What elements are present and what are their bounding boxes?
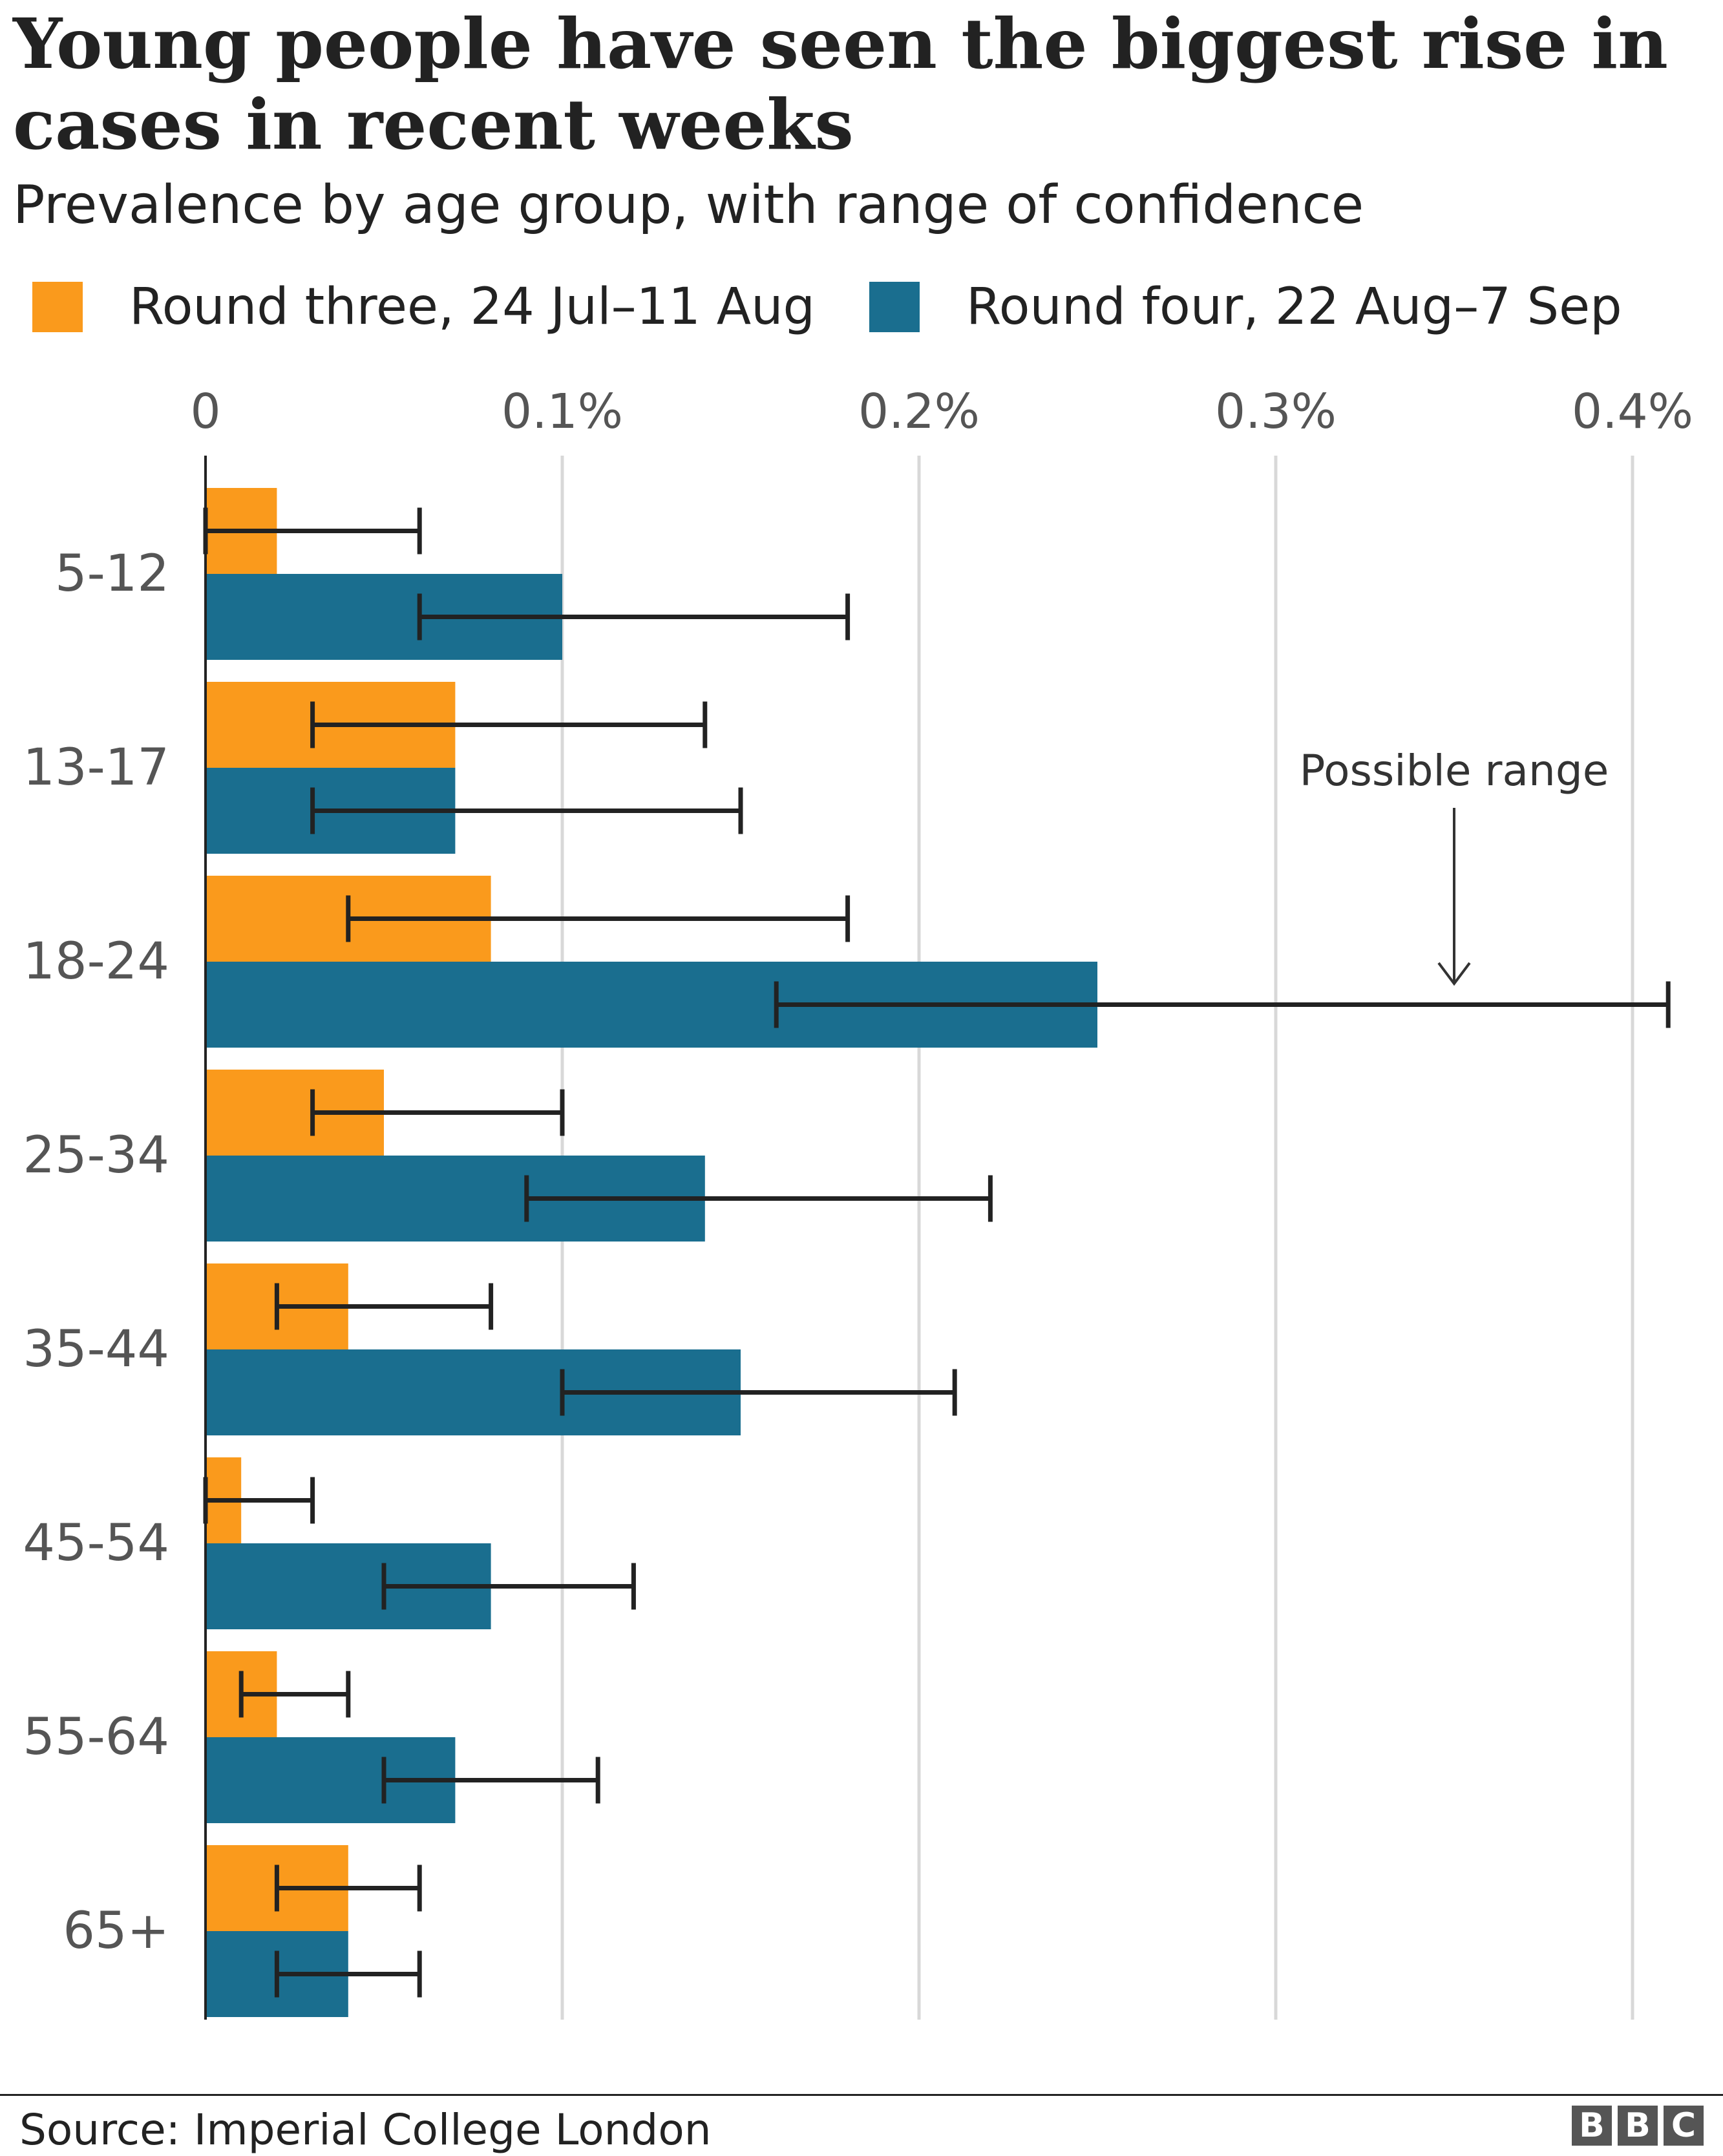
y-category-label: 18-24 bbox=[23, 933, 169, 991]
x-tick-label: 0.1% bbox=[502, 384, 623, 439]
legend-label-round-three: Round three, 24 Jul–11 Aug bbox=[129, 278, 816, 336]
footer-divider bbox=[0, 2094, 1723, 2096]
bbc-logo-block: B bbox=[1618, 2106, 1658, 2146]
y-category-label: 25-34 bbox=[23, 1126, 169, 1185]
bbc-logo-block: B bbox=[1572, 2106, 1612, 2146]
x-tick-label: 0.4% bbox=[1572, 384, 1693, 439]
annotation-arrow-head bbox=[1437, 962, 1471, 986]
source-note: Source: Imperial College London bbox=[19, 2105, 712, 2155]
bbc-logo-block: C bbox=[1664, 2106, 1704, 2146]
y-category-label: 5-12 bbox=[55, 545, 169, 603]
x-tick-label: 0.2% bbox=[858, 384, 980, 439]
y-category-label: 55-64 bbox=[23, 1708, 169, 1766]
y-category-label: 45-54 bbox=[23, 1514, 169, 1572]
y-category-label: 35-44 bbox=[23, 1320, 169, 1379]
x-tick-label: 0 bbox=[190, 384, 220, 439]
x-tick-label: 0.3% bbox=[1215, 384, 1337, 439]
chart-subtitle: Prevalence by age group, with range of c… bbox=[13, 174, 1364, 236]
legend-swatch-round-four bbox=[869, 282, 920, 332]
chart-title: Young people have seen the biggest rise … bbox=[13, 4, 1668, 165]
legend-swatch-round-three bbox=[32, 282, 83, 332]
annotation-possible-range: Possible range bbox=[1300, 746, 1609, 796]
y-category-label: 65+ bbox=[63, 1902, 169, 1960]
y-category-label: 13-17 bbox=[23, 739, 169, 797]
bar-chart: 0 0.1% 0.2% 0.3% 0.4% 5-12 13-17 18-24 25-34 35-4… bbox=[23, 384, 1693, 2020]
legend-label-round-four: Round four, 22 Aug–7 Sep bbox=[966, 278, 1622, 336]
